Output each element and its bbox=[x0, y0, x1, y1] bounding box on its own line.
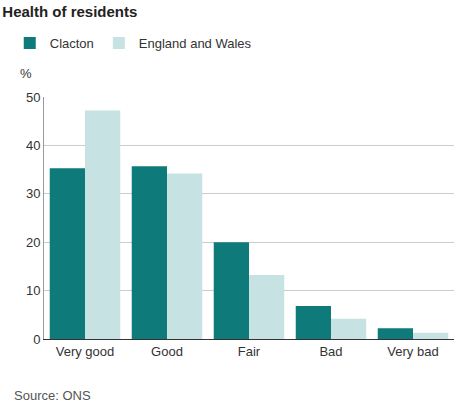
svg-text:30: 30 bbox=[26, 186, 40, 201]
svg-text:Bad: Bad bbox=[319, 344, 342, 359]
svg-text:Health of residents: Health of residents bbox=[2, 3, 137, 20]
svg-text:10: 10 bbox=[26, 283, 40, 298]
svg-text:England and Wales: England and Wales bbox=[139, 36, 252, 51]
svg-text:50: 50 bbox=[26, 90, 40, 105]
svg-text:0: 0 bbox=[33, 332, 40, 347]
svg-text:%: % bbox=[20, 66, 32, 81]
svg-text:Fair: Fair bbox=[238, 344, 261, 359]
svg-text:Very good: Very good bbox=[56, 344, 115, 359]
svg-text:40: 40 bbox=[26, 138, 40, 153]
svg-text:Very bad: Very bad bbox=[387, 344, 438, 359]
svg-text:Good: Good bbox=[151, 344, 183, 359]
svg-text:Clacton: Clacton bbox=[50, 36, 94, 51]
svg-text:20: 20 bbox=[26, 235, 40, 250]
svg-text:Source: ONS: Source: ONS bbox=[14, 388, 91, 403]
